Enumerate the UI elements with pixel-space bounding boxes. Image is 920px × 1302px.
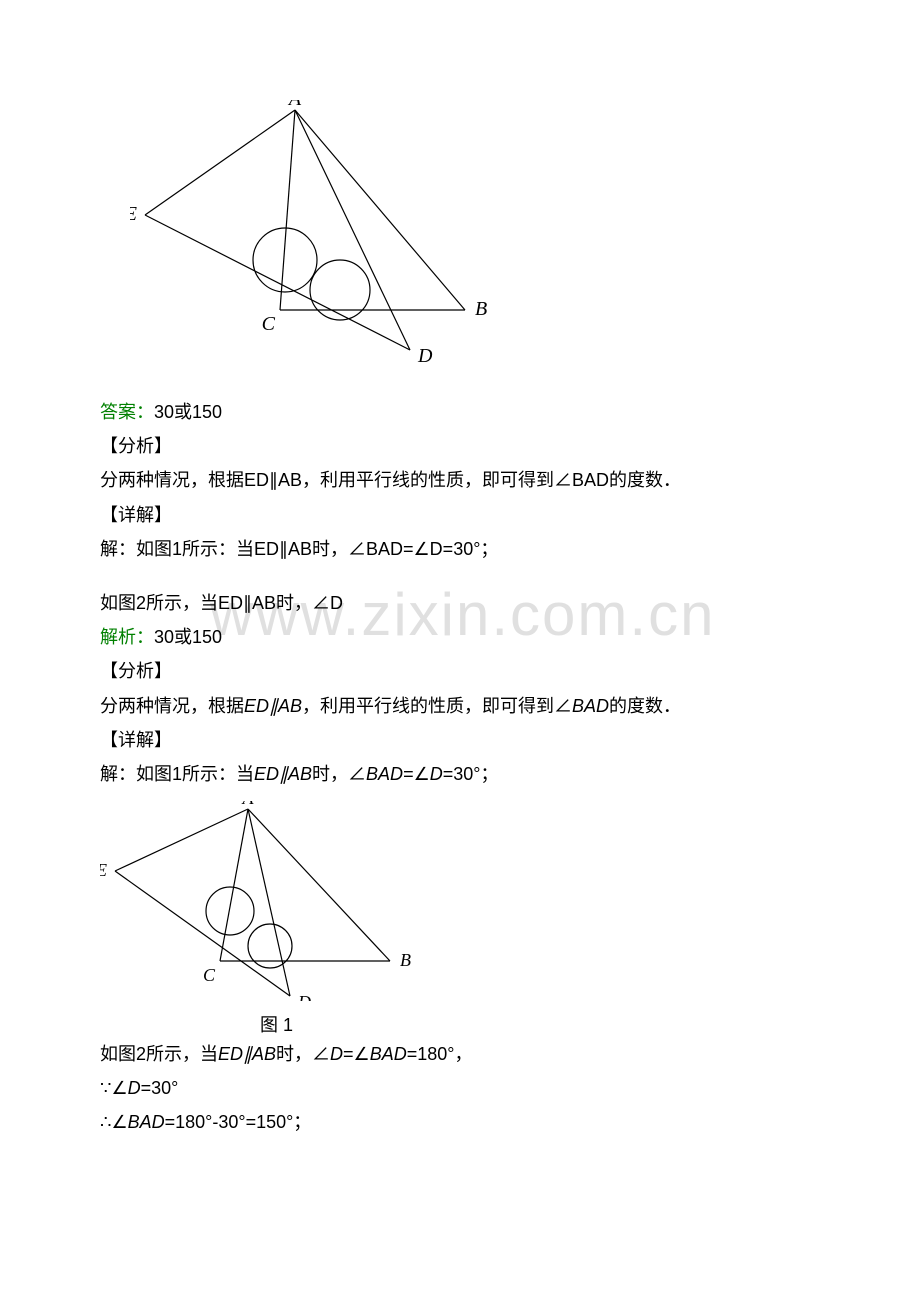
svg-text:A: A <box>287 100 302 110</box>
analysis-text-2: 分两种情况，根据ED∥AB，利用平行线的性质，即可得到∠BAD的度数． <box>100 689 820 723</box>
t: =30°； <box>443 764 499 784</box>
svg-text:E: E <box>100 860 107 880</box>
t: 时，∠ <box>276 1044 330 1064</box>
figure-main: A B C D E <box>130 100 820 375</box>
analysis-label-2: 【分析】 <box>100 654 820 688</box>
step1: 解：如图1所示：当ED∥AB时，∠BAD=∠D=30°； <box>100 532 820 566</box>
step3: ∵∠D=30° <box>100 1071 820 1105</box>
t: =∠ <box>403 764 430 784</box>
explain-line: 解析：30或150 <box>100 620 820 654</box>
step4: ∴∠BAD=180°-30°=150°； <box>100 1105 820 1139</box>
answer-line: 答案：30或150 <box>100 395 820 429</box>
t: D <box>330 1044 343 1064</box>
svg-text:C: C <box>262 313 276 335</box>
t: ∴∠ <box>100 1112 128 1132</box>
svg-text:E: E <box>130 203 137 225</box>
fig1-caption: 图 1 <box>260 1011 820 1037</box>
detail-label-2: 【详解】 <box>100 723 820 757</box>
t: D <box>128 1078 141 1098</box>
t: 时，∠ <box>312 764 366 784</box>
t: ，利用平行线的性质，即可得到∠ <box>302 696 572 716</box>
t: ∵∠ <box>100 1078 128 1098</box>
explain-value: 30或150 <box>154 627 222 647</box>
figure-1: A B C D E <box>100 801 820 1006</box>
svg-text:A: A <box>242 801 255 808</box>
step1b: 解：如图1所示：当ED∥AB时，∠BAD=∠D=30°； <box>100 757 820 791</box>
t: 分两种情况，根据 <box>100 696 244 716</box>
svg-text:B: B <box>475 298 487 320</box>
analysis-label: 【分析】 <box>100 429 820 463</box>
answer-label: 答案： <box>100 402 154 422</box>
answer-value: 30或150 <box>154 402 222 422</box>
svg-text:D: D <box>297 992 311 1001</box>
page-content: ABCDE 答案：30或150 【分析】 分两种情况，根据ED∥AB，利用平行线… <box>100 100 820 1140</box>
t: =180°-30°=150°； <box>165 1112 312 1132</box>
step2b: 如图2所示，当ED∥AB时，∠D=∠BAD=180°， <box>100 1037 820 1071</box>
analysis-text: 分两种情况，根据ED∥AB，利用平行线的性质，即可得到∠BAD的度数． <box>100 463 820 497</box>
t: BAD <box>370 1044 407 1064</box>
t: ED∥AB <box>244 696 302 716</box>
t: 解：如图1所示：当 <box>100 764 254 784</box>
t: BAD <box>572 696 609 716</box>
explain-label: 解析： <box>100 627 154 647</box>
t: BAD <box>366 764 403 784</box>
t: =180°， <box>407 1044 473 1064</box>
t: =∠ <box>343 1044 370 1064</box>
step2: 如图2所示，当ED∥AB时，∠D <box>100 586 820 620</box>
svg-text:B: B <box>400 950 411 970</box>
svg-text:C: C <box>203 965 216 985</box>
t: ED∥AB <box>254 764 312 784</box>
t: 的度数． <box>609 696 681 716</box>
t: =30° <box>141 1078 179 1098</box>
t: ED∥AB <box>218 1044 276 1064</box>
svg-text:D: D <box>417 345 433 367</box>
t: BAD <box>128 1112 165 1132</box>
t: D <box>430 764 443 784</box>
detail-label: 【详解】 <box>100 498 820 532</box>
t: 如图2所示，当 <box>100 1044 218 1064</box>
